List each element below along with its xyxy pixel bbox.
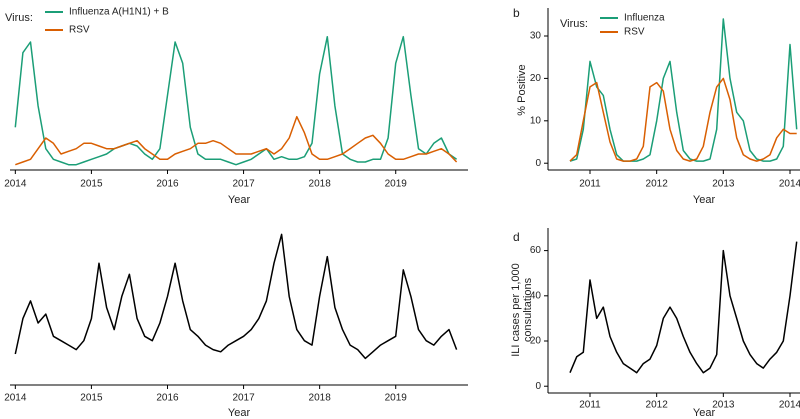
y-axis-title: consultations (522, 277, 534, 342)
panel-label: d (513, 230, 520, 244)
series-line (14, 35, 458, 166)
x-axis-title: Year (693, 194, 716, 206)
series-line (569, 18, 798, 162)
x-tick-label: 2012 (646, 400, 669, 411)
legend-label: RSV (624, 27, 645, 38)
y-tick-label: 60 (530, 245, 542, 256)
y-tick-label: 10 (530, 115, 542, 126)
x-tick-label: 2017 (232, 179, 255, 190)
x-tick-label: 2014 (4, 179, 27, 190)
series-line (15, 115, 458, 166)
series-line (569, 77, 797, 162)
x-tick-label: 2016 (156, 393, 179, 404)
x-tick-label: 2014 (4, 393, 27, 404)
x-tick-label: 2014 (779, 179, 800, 190)
x-tick-label: 2015 (80, 179, 103, 190)
x-tick-label: 2011 (579, 179, 601, 190)
x-tick-label: 2013 (712, 179, 735, 190)
y-tick-label: 0 (535, 381, 541, 392)
y-tick-label: 20 (530, 73, 542, 84)
y-tick-label: 20 (530, 336, 542, 347)
x-tick-label: 2018 (309, 393, 332, 404)
legend-title: Virus: (5, 12, 33, 24)
y-axis-title: % Positive (516, 64, 528, 115)
x-tick-label: 2011 (579, 400, 601, 411)
x-axis-title: Year (228, 194, 251, 206)
y-tick-label: 30 (530, 31, 542, 42)
x-tick-label: 2014 (779, 400, 800, 411)
x-tick-label: 2012 (646, 179, 669, 190)
x-axis-title: Year (693, 407, 716, 419)
panel-label: b (513, 6, 520, 20)
series-line (569, 241, 798, 374)
x-tick-label: 2013 (712, 400, 735, 411)
series-line (14, 233, 458, 360)
x-tick-label: 2018 (309, 179, 332, 190)
y-axis-title: ILI cases per 1,000 (510, 263, 522, 357)
x-tick-label: 2019 (385, 393, 408, 404)
legend-title: Virus: (560, 18, 588, 30)
x-tick-label: 2016 (156, 179, 179, 190)
x-tick-label: 2015 (80, 393, 103, 404)
x-tick-label: 2017 (232, 393, 255, 404)
legend-label: Influenza (624, 13, 665, 24)
x-tick-label: 2019 (385, 179, 408, 190)
legend-label: Influenza A(H1N1) + B (69, 7, 169, 18)
y-tick-label: 40 (530, 290, 542, 301)
x-axis-title: Year (228, 407, 251, 419)
legend-label: RSV (69, 25, 90, 36)
y-tick-label: 0 (535, 158, 541, 169)
